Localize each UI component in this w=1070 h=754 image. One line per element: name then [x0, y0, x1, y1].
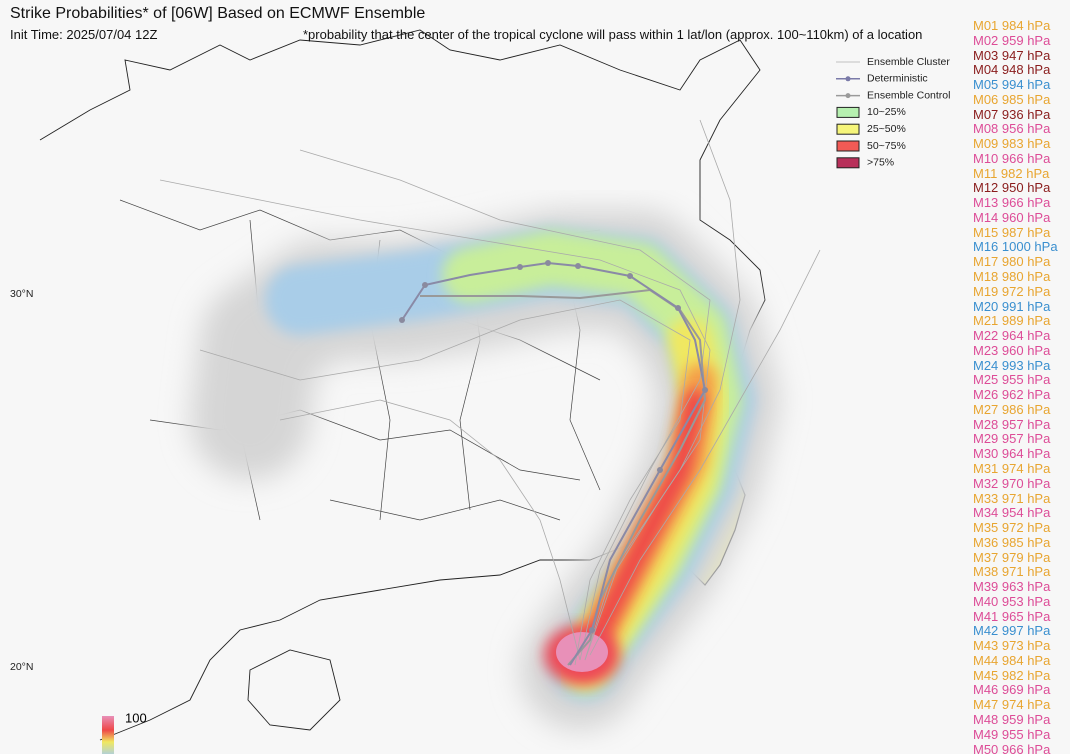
legend-label: Ensemble Control: [867, 89, 950, 101]
member-label: M12 950 hPa: [973, 180, 1051, 196]
member-label: M16 1000 hPa: [973, 239, 1058, 255]
member-label: M41 965 hPa: [973, 608, 1051, 624]
member-label: M21 989 hPa: [973, 313, 1051, 329]
member-label: M10 966 hPa: [973, 150, 1051, 166]
member-label: M48 959 hPa: [973, 711, 1051, 727]
member-label: M20 991 hPa: [973, 298, 1051, 314]
member-label: M08 956 hPa: [973, 121, 1051, 137]
member-label: M14 960 hPa: [973, 209, 1051, 225]
member-label: M42 997 hPa: [973, 623, 1051, 639]
member-label: M01 984 hPa: [973, 18, 1051, 33]
member-label: M44 984 hPa: [973, 652, 1051, 668]
member-label: M09 983 hPa: [973, 136, 1051, 152]
member-label: M17 980 hPa: [973, 254, 1051, 270]
legend-box: [836, 123, 860, 135]
member-label: M33 971 hPa: [973, 490, 1051, 506]
member-label: M07 936 hPa: [973, 106, 1051, 122]
member-label: M40 953 hPa: [973, 593, 1051, 609]
legend-label: 50~75%: [867, 140, 906, 152]
member-label: M39 963 hPa: [973, 579, 1051, 595]
member-label: M28 957 hPa: [973, 416, 1051, 432]
title: Strike Probabilities* of [06W] Based on …: [10, 5, 426, 22]
member-label: M25 955 hPa: [973, 372, 1051, 388]
legend-box: [836, 140, 860, 152]
member-label: M26 962 hPa: [973, 387, 1051, 403]
colorbar: [102, 716, 114, 754]
member-label: M05 994 hPa: [973, 77, 1051, 93]
legend-marker: [845, 93, 851, 99]
latitude-label: 30°N: [10, 288, 33, 300]
member-label: M03 947 hPa: [973, 47, 1051, 63]
member-label: M30 964 hPa: [973, 446, 1051, 462]
member-label: M37 979 hPa: [973, 549, 1051, 565]
member-label: M02 959 hPa: [973, 32, 1051, 48]
member-label: M18 980 hPa: [973, 269, 1051, 285]
colorbar-label: 100: [125, 710, 147, 725]
legend-box: [836, 157, 860, 169]
member-label: M06 985 hPa: [973, 91, 1051, 107]
member-label: M23 960 hPa: [973, 342, 1051, 358]
deterministic-points: [399, 260, 708, 633]
member-label: M19 972 hPa: [973, 283, 1051, 299]
member-label: M13 966 hPa: [973, 195, 1051, 211]
legend: Ensemble Cluster Deterministic Ensemble Co…: [836, 56, 950, 169]
member-label: M34 954 hPa: [973, 505, 1051, 521]
member-label: M15 987 hPa: [973, 224, 1051, 240]
member-label: M22 964 hPa: [973, 328, 1051, 344]
member-label: M11 982 hPa: [973, 165, 1050, 181]
init-time: Init Time: 2025/07/04 12Z: [10, 27, 158, 42]
member-label: M36 985 hPa: [973, 534, 1051, 550]
member-label: M27 986 hPa: [973, 401, 1051, 417]
deterministic-track: [401, 261, 707, 666]
legend-label: Deterministic: [867, 73, 928, 85]
member-label: M50 966 hPa: [973, 741, 1051, 754]
legend-label: 10~25%: [867, 106, 906, 118]
member-label: M04 948 hPa: [973, 62, 1051, 78]
legend-marker: [845, 76, 851, 82]
probability-swath: [190, 210, 780, 730]
legend-label: Ensemble Cluster: [867, 56, 950, 68]
legend-box: [836, 106, 860, 118]
member-label: M46 969 hPa: [973, 682, 1051, 698]
member-label: M49 955 hPa: [973, 726, 1051, 742]
legend-label: 25~50%: [867, 123, 906, 135]
member-label: M35 972 hPa: [973, 520, 1051, 536]
member-label: M29 957 hPa: [973, 431, 1051, 447]
member-label: M32 970 hPa: [973, 475, 1051, 491]
member-label: M24 993 hPa: [973, 357, 1051, 373]
coastline: [39, 29, 766, 741]
member-label: M38 971 hPa: [973, 564, 1051, 580]
hainan: [247, 649, 341, 731]
member-list: M01 984 hPa M02 959 hPa M03 947 hPa M04 948…: [973, 18, 1058, 754]
footnote: *probability that the center of the trop…: [303, 27, 923, 42]
member-label: M31 974 hPa: [973, 460, 1051, 476]
member-label: M47 974 hPa: [973, 697, 1051, 713]
legend-label: >75%: [867, 157, 894, 169]
member-label: M43 973 hPa: [973, 638, 1051, 654]
member-label: M45 982 hPa: [973, 667, 1051, 683]
latitude-label: 20°N: [10, 661, 33, 673]
